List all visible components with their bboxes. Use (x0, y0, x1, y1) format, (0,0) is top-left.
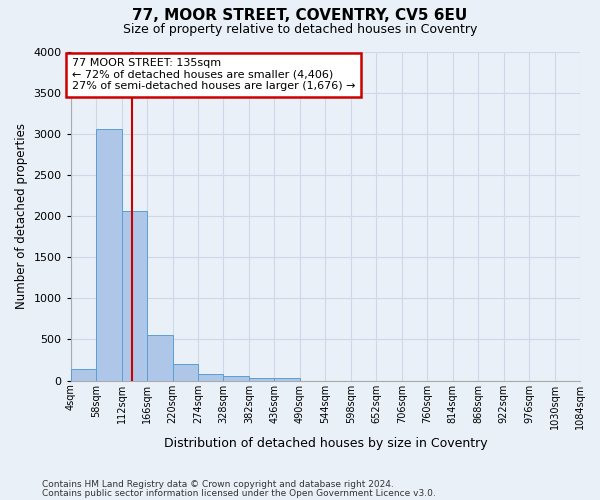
Y-axis label: Number of detached properties: Number of detached properties (15, 123, 28, 309)
Bar (249, 378, 274, 380)
Text: Contains public sector information licensed under the Open Government Licence v3: Contains public sector information licen… (42, 488, 436, 498)
Text: 77, MOOR STREET, COVENTRY, CV5 6EU: 77, MOOR STREET, COVENTRY, CV5 6EU (133, 8, 467, 22)
Bar (122, 211, 147, 380)
Bar (274, 378, 300, 380)
Bar (96, 129, 122, 380)
X-axis label: Distribution of detached houses by size in Coventry: Distribution of detached houses by size … (164, 437, 487, 450)
Bar (147, 334, 173, 380)
Text: Size of property relative to detached houses in Coventry: Size of property relative to detached ho… (123, 22, 477, 36)
Text: 77 MOOR STREET: 135sqm
← 72% of detached houses are smaller (4,406)
27% of semi-: 77 MOOR STREET: 135sqm ← 72% of detached… (71, 58, 355, 92)
Text: Contains HM Land Registry data © Crown copyright and database right 2024.: Contains HM Land Registry data © Crown c… (42, 480, 394, 489)
Bar (71, 369, 96, 380)
Bar (198, 374, 223, 380)
Bar (173, 364, 198, 380)
Bar (223, 376, 249, 380)
